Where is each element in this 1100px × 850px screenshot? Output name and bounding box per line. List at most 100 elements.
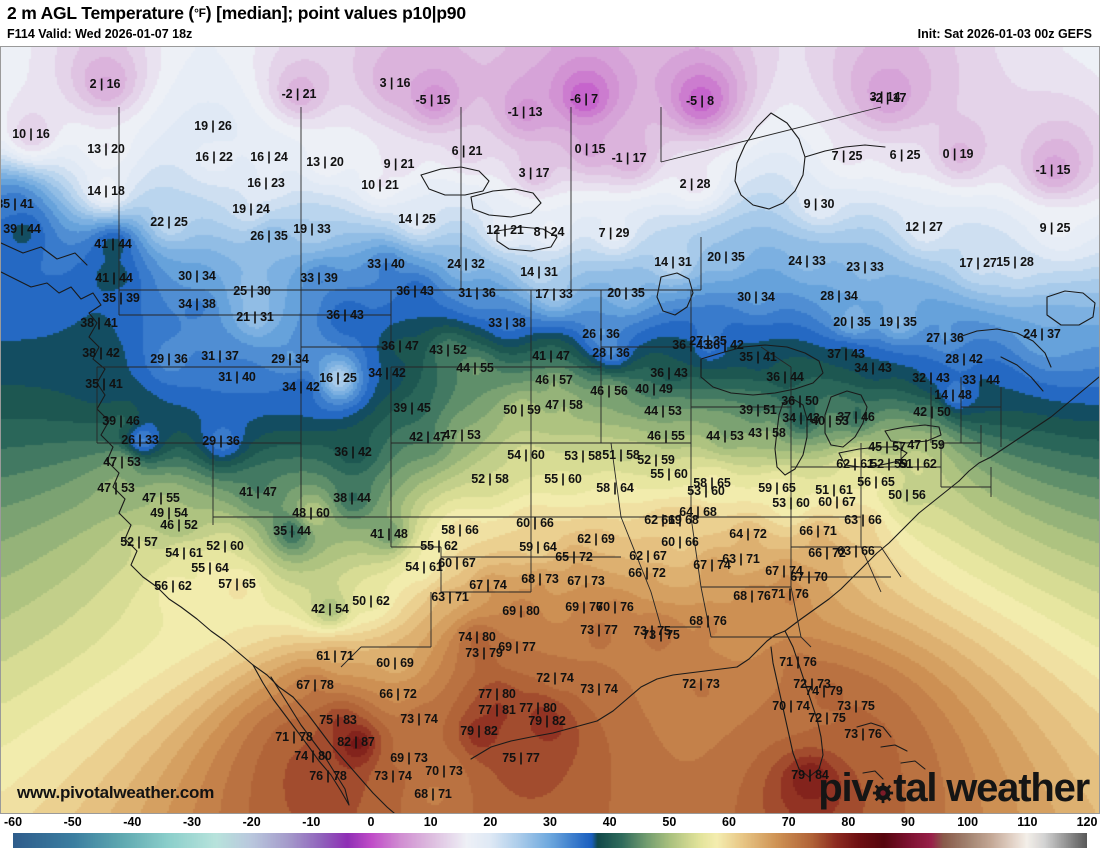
- point-value-label: 64 | 72: [729, 527, 767, 541]
- point-value-label: -5 | 15: [415, 93, 451, 107]
- point-value-label: 63 | 66: [844, 513, 882, 527]
- point-value-label: 52 | 59: [870, 457, 908, 471]
- point-value-label: 41 | 47: [239, 485, 277, 499]
- map-viewport[interactable]: 2 | 16 3 | 16 -2 | 21 -5 | 15 -1 | 13 -6 | 7 -…: [0, 46, 1100, 814]
- point-value-label: 31 | 36: [458, 286, 496, 300]
- colorbar-ticks: -60 -50 -40 -30 -20 -10 0 10 20 30 40 50 60 70 80 90 100…: [0, 814, 1100, 832]
- point-value-label: 36 | 47: [381, 339, 419, 353]
- point-value-label: 50 | 59: [503, 403, 541, 417]
- point-value-label: 38 | 42: [82, 346, 120, 360]
- point-value-label: 8 | 24: [533, 225, 565, 239]
- point-value-label: 53 | 60: [687, 484, 725, 498]
- point-value-label: 47 | 53: [97, 481, 135, 495]
- point-value-label: 26 | 33: [121, 433, 159, 447]
- point-value-label: 67 | 74: [469, 578, 507, 592]
- point-value-label: 47 | 53: [103, 455, 141, 469]
- point-value-label: 51 | 58: [602, 448, 640, 462]
- point-value-label: 38 | 41: [80, 316, 118, 330]
- point-value-label: 65 | 72: [555, 550, 593, 564]
- point-value-label: 68 | 76: [733, 589, 771, 603]
- colorbar-tick-label: 30: [543, 815, 557, 829]
- point-value-label: 35 | 41: [739, 350, 777, 364]
- point-value-label: 46 | 56: [590, 384, 628, 398]
- point-value-label: 55 | 64: [191, 561, 229, 575]
- point-value-label: 72 | 73: [793, 677, 831, 691]
- point-value-label: 3 | 16: [379, 76, 411, 90]
- point-value-label: 56 | 65: [857, 475, 895, 489]
- point-value-label: 73 | 76: [844, 727, 882, 741]
- point-value-label: 33 | 39: [300, 271, 338, 285]
- point-value-label: 14 | 18: [87, 184, 125, 198]
- point-value-label: 36 | 42: [334, 445, 372, 459]
- point-value-label: 32 | 43: [912, 371, 950, 385]
- point-value-label: 59 | 64: [519, 540, 557, 554]
- point-value-label: 63 | 71: [722, 552, 760, 566]
- point-value-label: 74 | 80: [294, 749, 332, 763]
- point-value-label: 46 | 52: [160, 518, 198, 532]
- point-value-label: 79 | 84: [791, 768, 829, 782]
- point-value-label: 36 | 43: [396, 284, 434, 298]
- colorbar-tick-label: 90: [901, 815, 915, 829]
- point-value-label: 28 | 36: [592, 346, 630, 360]
- point-value-label: 73 | 74: [580, 682, 618, 696]
- point-value-label: -1 | 13: [507, 105, 543, 119]
- point-value-label: 43 | 58: [748, 426, 786, 440]
- point-value-label: 62 | 61: [836, 457, 874, 471]
- point-value-labels: 2 | 16 3 | 16 -2 | 21 -5 | 15 -1 | 13 -6 | 7 -…: [1, 47, 1099, 813]
- point-value-label: 73 | 74: [400, 712, 438, 726]
- point-value-label: 50 | 62: [352, 594, 390, 608]
- point-value-label: 73 | 79: [465, 646, 503, 660]
- point-value-label: 70 | 73: [425, 764, 463, 778]
- point-value-label: 3 | 14: [869, 90, 901, 104]
- point-value-label: 67 | 74: [765, 564, 803, 578]
- point-value-label: 14 | 31: [520, 265, 558, 279]
- point-value-label: 30 | 34: [737, 290, 775, 304]
- point-value-label: 37 | 43: [827, 347, 865, 361]
- point-value-label: 42 | 54: [311, 602, 349, 616]
- watermark-url: www.pivotalweather.com: [17, 783, 215, 802]
- point-value-label: 77 | 80: [519, 701, 557, 715]
- colorbar-tick-label: -40: [123, 815, 142, 829]
- colorbar-tick-label: 0: [367, 815, 375, 829]
- point-value-label: 49 | 54: [150, 506, 188, 520]
- point-value-label: 55 | 62: [420, 539, 458, 553]
- point-value-label: 20 | 35: [707, 250, 745, 264]
- point-value-label: 15 | 28: [996, 255, 1034, 269]
- title-suffix: ) [median]; point values p10|p90: [205, 3, 466, 23]
- point-value-label: 36 | 44: [766, 370, 804, 384]
- point-value-label: 23 | 33: [846, 260, 884, 274]
- point-value-label: 14 | 31: [654, 255, 692, 269]
- colorbar-tick-label: 100: [957, 815, 979, 829]
- point-value-label: 62 | 69: [577, 532, 615, 546]
- point-value-label: 41 | 44: [94, 237, 132, 251]
- point-value-label: 42 | 50: [913, 405, 951, 419]
- point-value-label: 62 | 69: [644, 513, 682, 527]
- point-value-label: 74 | 80: [458, 630, 496, 644]
- point-value-label: 77 | 80: [478, 687, 516, 701]
- point-value-label: 41 | 44: [95, 271, 133, 285]
- point-value-label: 73 | 77: [580, 623, 618, 637]
- map-header: 2 m AGL Temperature (°F) [median]; point…: [0, 0, 1100, 46]
- point-value-label: 35 | 41: [1, 197, 34, 211]
- point-value-label: 77 | 81: [478, 703, 516, 717]
- point-value-label: 35 | 39: [102, 291, 140, 305]
- point-value-label: 50 | 56: [888, 488, 926, 502]
- point-value-label: 19 | 33: [293, 222, 331, 236]
- colorbar-tick-label: -50: [63, 815, 82, 829]
- point-value-label: 43 | 52: [429, 343, 467, 357]
- point-value-label: 33 | 38: [488, 316, 526, 330]
- point-value-label: 19 | 26: [194, 119, 232, 133]
- point-value-label: 9 | 30: [803, 197, 835, 211]
- point-value-label: 62 | 67: [629, 549, 667, 563]
- valid-time-label: F114 Valid: Wed 2026-01-07 18z: [7, 27, 193, 41]
- point-value-label: 34 | 43: [782, 411, 820, 425]
- point-value-label: 73 | 75: [837, 699, 875, 713]
- point-value-label: 64 | 68: [679, 505, 717, 519]
- point-value-label: 55 | 60: [650, 467, 688, 481]
- point-value-label: 53 | 60: [772, 496, 810, 510]
- point-value-label: 12 | 21: [486, 223, 524, 237]
- point-value-label: 68 | 71: [414, 787, 452, 801]
- point-value-label: 71 | 76: [771, 587, 809, 601]
- point-value-label: 19 | 35: [879, 315, 917, 329]
- point-value-label: 66 | 72: [628, 566, 666, 580]
